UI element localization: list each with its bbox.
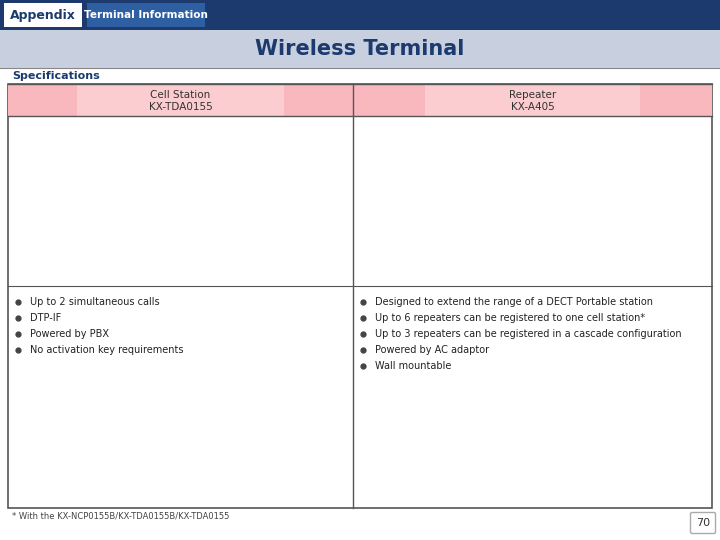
Text: Appendix: Appendix xyxy=(10,9,76,22)
Text: Powered by PBX: Powered by PBX xyxy=(30,329,109,339)
Text: Wireless Terminal: Wireless Terminal xyxy=(256,39,464,59)
Text: 70: 70 xyxy=(696,518,710,528)
Text: No activation key requirements: No activation key requirements xyxy=(30,345,184,355)
Text: Up to 6 repeaters can be registered to one cell station*: Up to 6 repeaters can be registered to o… xyxy=(375,313,645,323)
Bar xyxy=(0,30,720,68)
Bar xyxy=(8,84,712,508)
Text: Specifications: Specifications xyxy=(12,71,100,81)
Text: KX-TDA0155: KX-TDA0155 xyxy=(148,102,212,112)
Bar xyxy=(87,3,205,27)
Bar xyxy=(425,84,640,116)
Text: * With the KX-NCP0155B/KX-TDA0155B/KX-TDA0155: * With the KX-NCP0155B/KX-TDA0155B/KX-TD… xyxy=(12,511,230,521)
Text: Designed to extend the range of a DECT Portable station: Designed to extend the range of a DECT P… xyxy=(375,297,653,307)
Text: Up to 3 repeaters can be registered in a cascade configuration: Up to 3 repeaters can be registered in a… xyxy=(375,329,682,339)
FancyBboxPatch shape xyxy=(690,512,716,534)
Text: DTP-IF: DTP-IF xyxy=(30,313,61,323)
Text: Wall mountable: Wall mountable xyxy=(375,361,451,371)
Bar xyxy=(353,84,712,116)
Bar xyxy=(77,84,284,116)
Text: Up to 2 simultaneous calls: Up to 2 simultaneous calls xyxy=(30,297,160,307)
Bar xyxy=(4,3,82,27)
Bar xyxy=(8,84,353,116)
Text: Cell Station: Cell Station xyxy=(150,90,211,99)
Text: Repeater: Repeater xyxy=(509,90,556,99)
Text: KX-A405: KX-A405 xyxy=(510,102,554,112)
Bar xyxy=(0,0,720,30)
Text: Powered by AC adaptor: Powered by AC adaptor xyxy=(375,345,489,355)
Text: Terminal Information: Terminal Information xyxy=(84,10,208,20)
